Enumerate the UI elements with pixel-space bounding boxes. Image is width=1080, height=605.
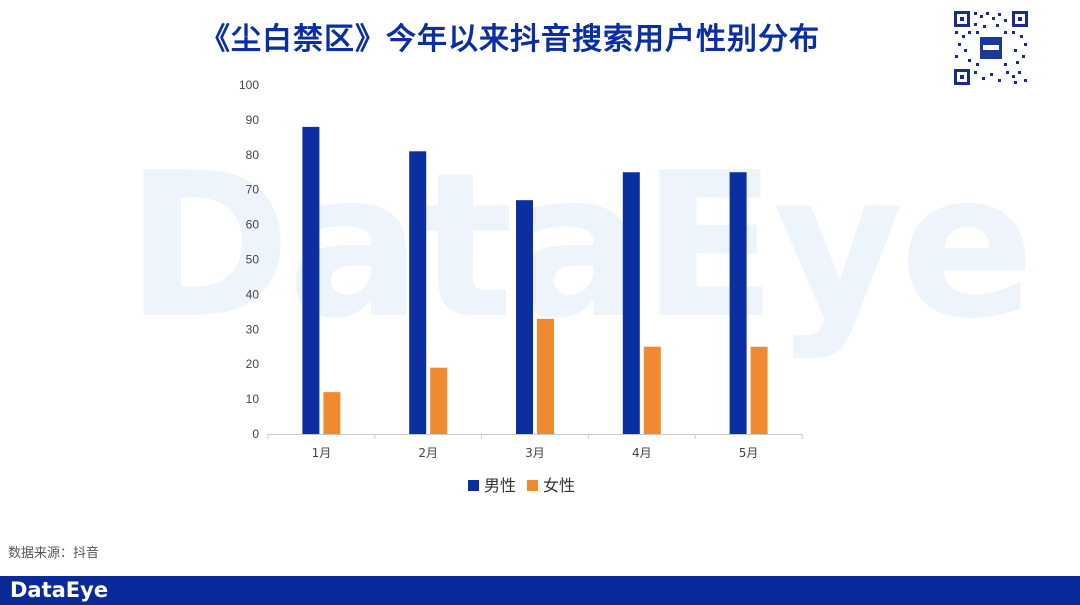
qr-code-icon — [952, 9, 1030, 87]
bar-male — [622, 172, 640, 434]
chart-title: 《尘白禁区》今年以来抖音搜索用户性别分布 — [200, 22, 820, 57]
bar-male — [516, 200, 533, 434]
legend-label: 女性 — [543, 476, 575, 495]
bar-female — [750, 346, 768, 434]
footer-logo: DataEye — [10, 578, 109, 602]
footer-bar: DataEye — [0, 576, 1080, 605]
y-tick-label: 70 — [246, 183, 260, 197]
bar-female — [643, 346, 661, 434]
legend-swatch — [527, 480, 538, 491]
bar-female — [323, 392, 341, 434]
y-tick-label: 40 — [246, 287, 260, 301]
x-tick-label: 4月 — [632, 446, 652, 460]
y-tick-label: 20 — [246, 357, 260, 371]
x-tick-label: 5月 — [739, 446, 759, 460]
bar-male — [409, 151, 427, 434]
legend-label: 男性 — [484, 476, 516, 495]
x-tick-label: 1月 — [312, 446, 332, 460]
watermark: DataEye — [125, 130, 1035, 363]
y-tick-label: 60 — [246, 218, 260, 232]
legend-swatch — [468, 480, 479, 491]
y-tick-label: 50 — [246, 253, 260, 267]
bar-female — [537, 318, 554, 434]
y-tick-label: 10 — [246, 392, 260, 406]
y-tick-label: 0 — [252, 427, 259, 441]
y-tick-label: 100 — [239, 78, 259, 92]
bar-female — [430, 367, 448, 434]
data-source-note: 数据来源：抖音 — [8, 546, 100, 561]
x-tick-label: 3月 — [525, 446, 545, 460]
y-tick-label: 90 — [246, 113, 260, 127]
bar-male — [729, 172, 747, 434]
y-tick-label: 80 — [246, 148, 260, 162]
y-tick-label: 30 — [246, 322, 260, 336]
x-tick-label: 2月 — [418, 446, 438, 460]
bar-male — [302, 126, 320, 434]
